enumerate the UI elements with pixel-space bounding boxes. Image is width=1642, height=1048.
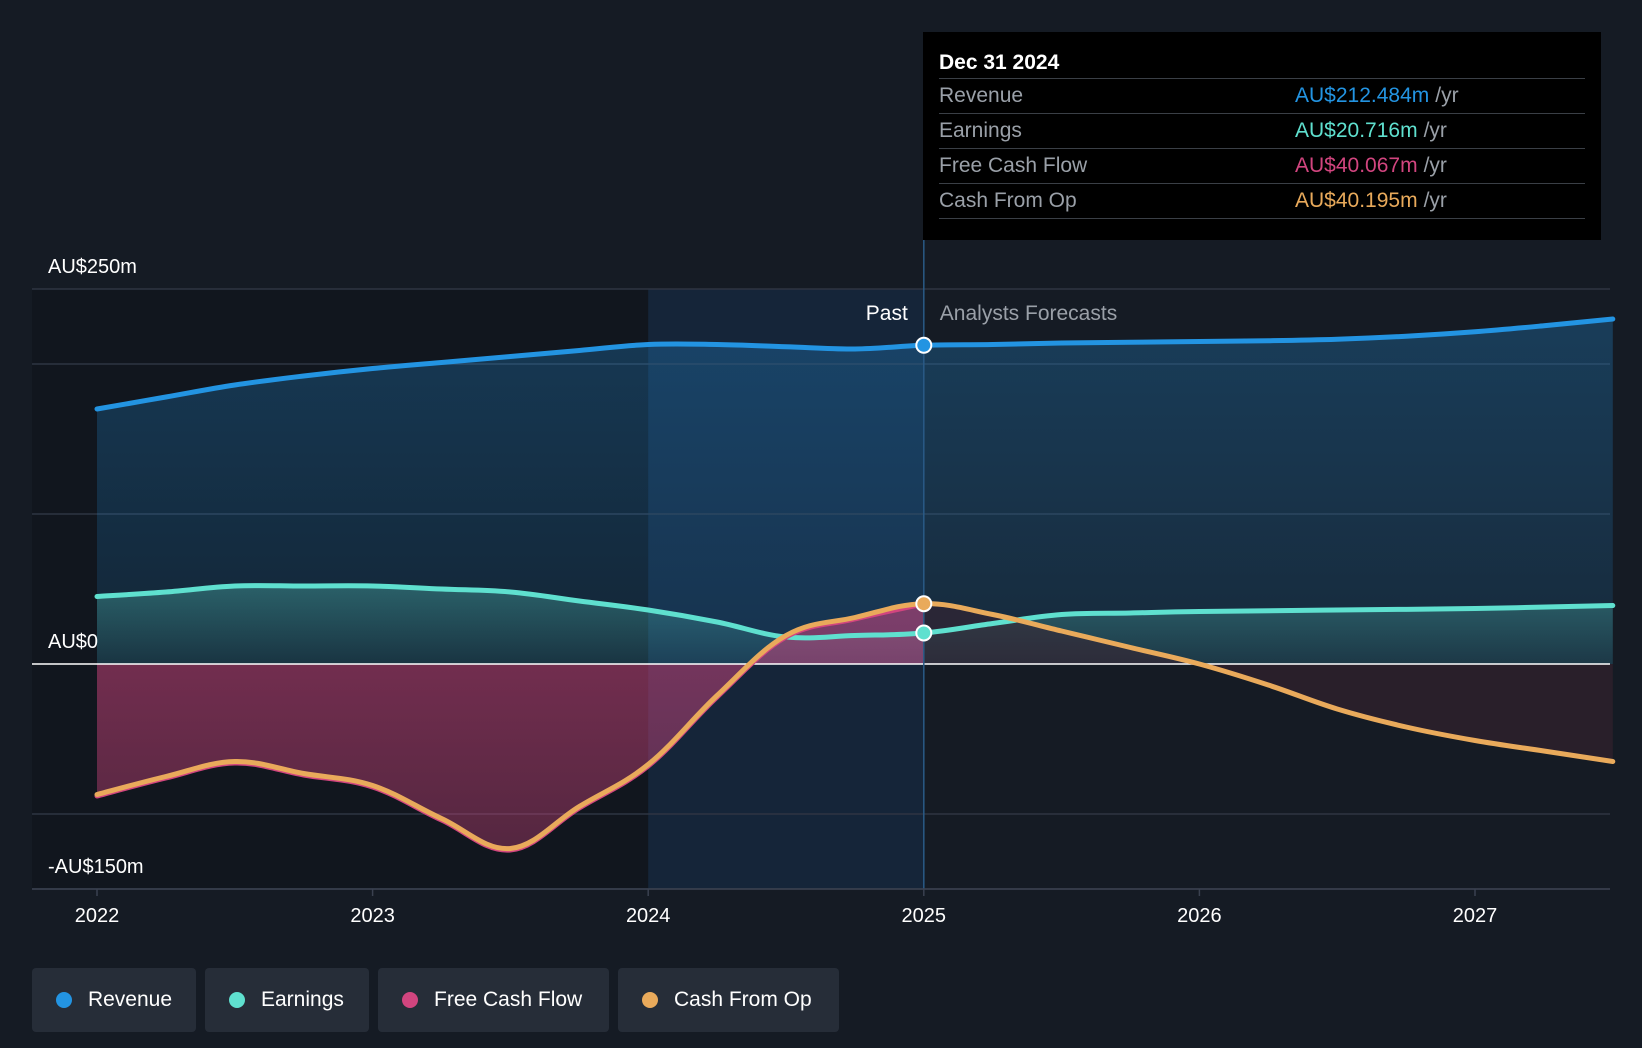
tooltip-revenue-name: Revenue <box>939 84 1024 107</box>
tooltip-row-cfo: Cash From Op AU$40.195m /yr <box>939 184 1585 219</box>
past-label: Past <box>866 302 908 325</box>
cash-from-op-marker <box>915 595 933 613</box>
legend-item-free-cash-flow[interactable]: Free Cash Flow <box>378 968 609 1032</box>
x-tick-label-2022: 2022 <box>75 905 120 927</box>
tooltip-fcf-value: AU$40.067m <box>1295 154 1418 177</box>
tooltip-cfo-unit: /yr <box>1423 189 1447 212</box>
x-tick-label-2027: 2027 <box>1453 905 1498 927</box>
legend-label-earnings: Earnings <box>261 988 344 1011</box>
legend-label-revenue: Revenue <box>87 988 172 1011</box>
tooltip-earnings-name: Earnings <box>939 119 1022 142</box>
tooltip-row-earnings: Earnings AU$20.716m /yr <box>939 114 1585 149</box>
legend: Revenue Earnings Free Cash Flow Cash Fro… <box>32 968 839 1032</box>
x-tick-label-2026: 2026 <box>1177 905 1222 927</box>
earnings-area <box>97 585 1613 664</box>
legend-item-revenue[interactable]: Revenue <box>32 968 196 1032</box>
y-label-zero: AU$0 <box>48 631 98 653</box>
tooltip-earnings-value: AU$20.716m <box>1295 119 1418 142</box>
tooltip-earnings-unit: /yr <box>1423 119 1447 142</box>
tooltip-fcf-unit: /yr <box>1423 154 1447 177</box>
x-tick-label-2024: 2024 <box>626 905 671 927</box>
tooltip-cfo-value: AU$40.195m <box>1295 189 1418 212</box>
revenue-marker <box>915 336 933 354</box>
tooltip-revenue-value: AU$212.484m <box>1295 84 1430 107</box>
tooltip-fcf-name: Free Cash Flow <box>939 154 1088 177</box>
tooltip-row-fcf: Free Cash Flow AU$40.067m /yr <box>939 149 1585 184</box>
revenue-dot-icon <box>56 992 72 1008</box>
legend-label-free-cash-flow: Free Cash Flow <box>434 988 583 1011</box>
chart-area: AU$250m AU$0 -AU$150m 2022 2023 2024 2025 2026 2… <box>32 240 1616 927</box>
free-cash-flow-area <box>97 603 924 851</box>
legend-item-earnings[interactable]: Earnings <box>205 968 369 1032</box>
cash-from-op-dot-icon <box>642 992 658 1008</box>
revenue-area <box>97 319 1613 664</box>
earnings-dot-icon <box>229 992 245 1008</box>
tooltip-row-revenue: Revenue AU$212.484m /yr <box>939 79 1585 114</box>
forecast-label: Analysts Forecasts <box>940 302 1117 325</box>
tooltip-revenue-unit: /yr <box>1435 84 1459 107</box>
free-cash-flow-dot-icon <box>402 992 418 1008</box>
tooltip: Dec 31 2024 Revenue AU$212.484m /yr Earn… <box>923 32 1601 240</box>
y-label-bottom: -AU$150m <box>48 856 144 878</box>
y-label-top: AU$250m <box>48 256 137 278</box>
x-tick-label-2025: 2025 <box>902 905 947 927</box>
legend-item-cash-from-op[interactable]: Cash From Op <box>618 968 839 1032</box>
cash-from-op-line <box>94 601 1616 852</box>
earnings-marker <box>915 624 933 642</box>
legend-label-cash-from-op: Cash From Op <box>674 988 812 1011</box>
revenue-line <box>94 316 1616 412</box>
tooltip-date: Dec 31 2024 <box>939 48 1585 79</box>
x-tick-label-2023: 2023 <box>350 905 395 927</box>
tooltip-cfo-name: Cash From Op <box>939 189 1077 212</box>
